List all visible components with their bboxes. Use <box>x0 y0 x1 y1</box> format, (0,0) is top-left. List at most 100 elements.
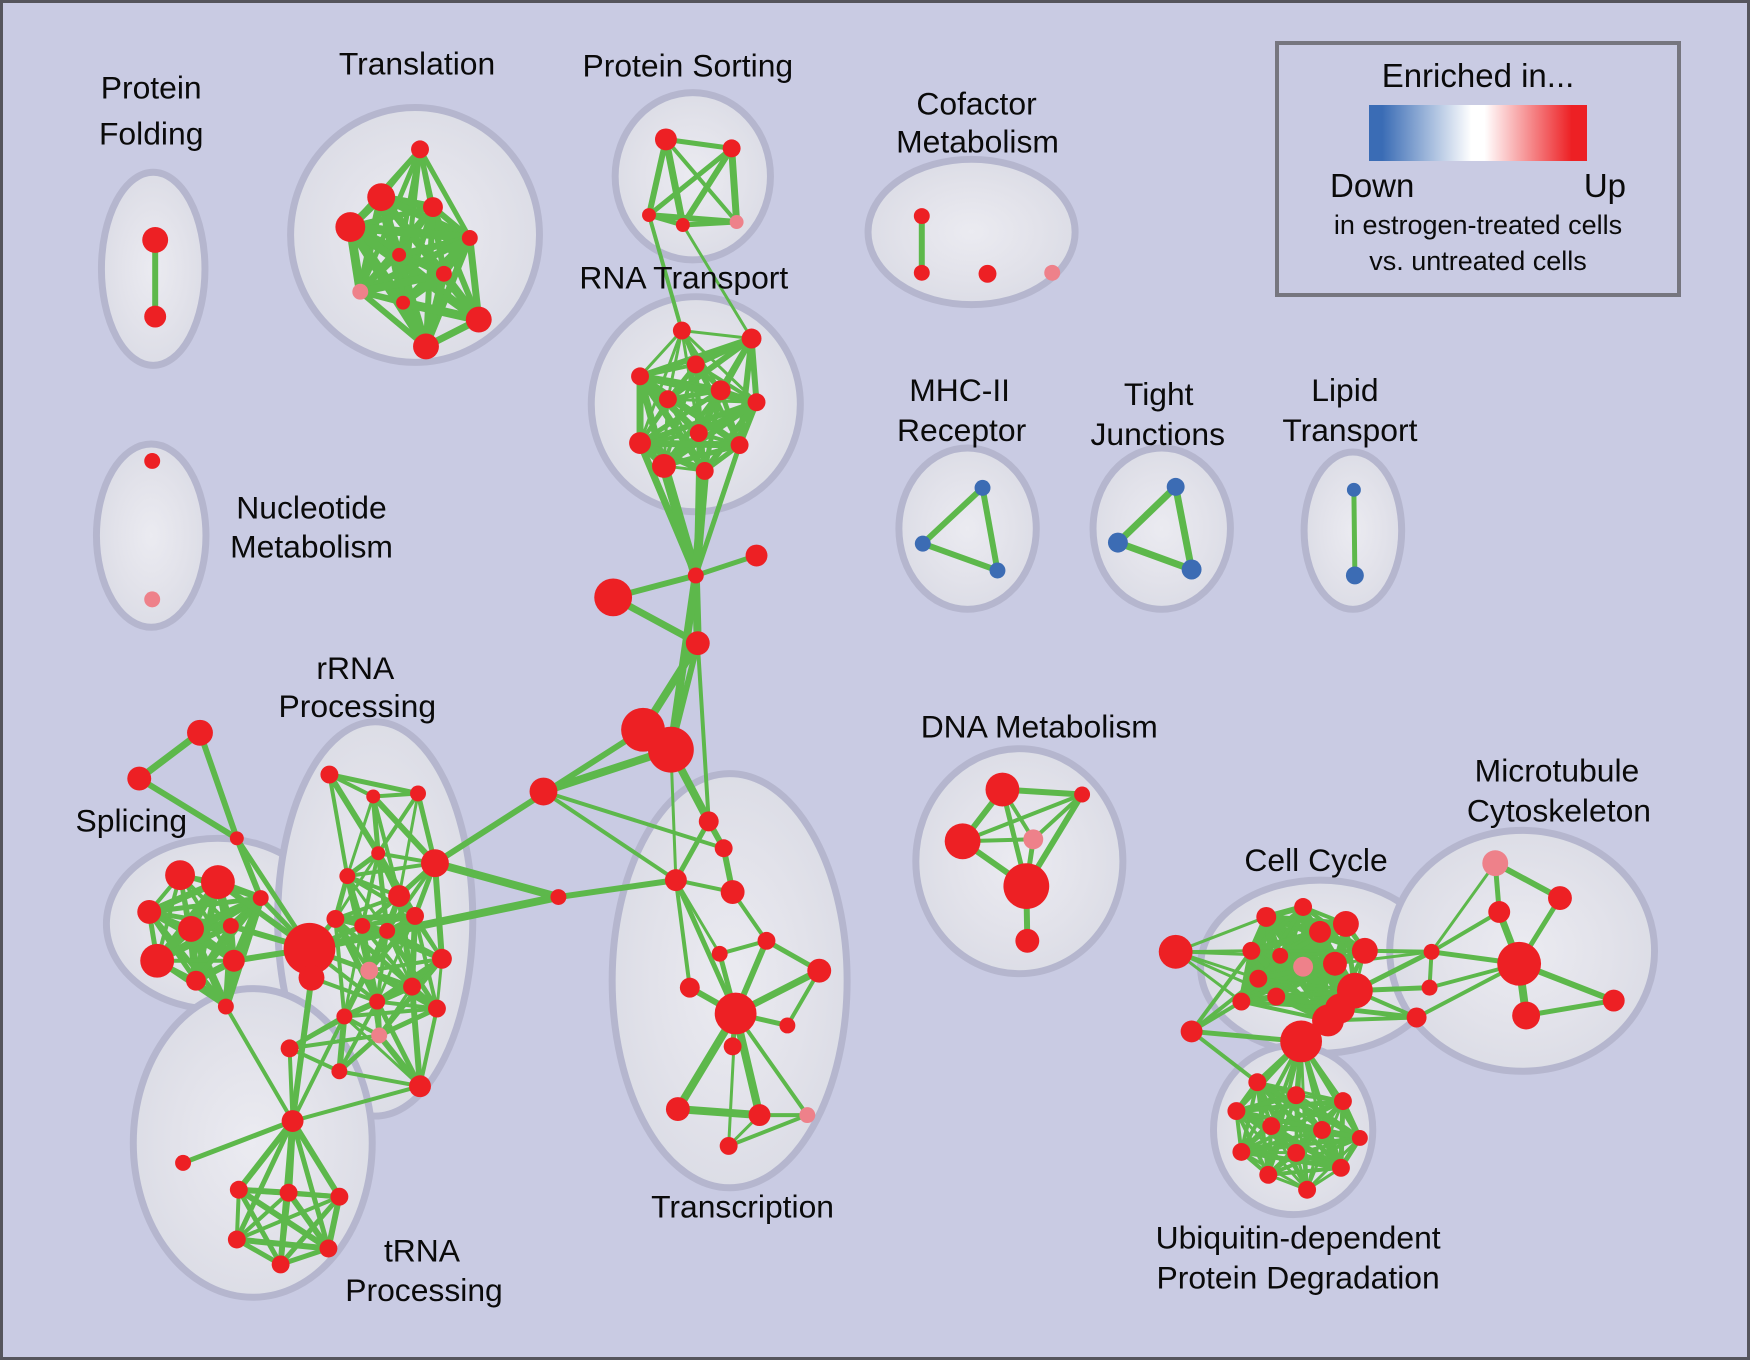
rna-transport-node-6[interactable] <box>747 393 766 412</box>
transcription-node-9[interactable] <box>779 1017 796 1034</box>
trna-processing-node-1[interactable] <box>279 1183 298 1202</box>
trna-processing-node-5[interactable] <box>271 1255 290 1274</box>
ubiquitin-degradation-node-9[interactable] <box>1287 1143 1306 1162</box>
translation-node-0[interactable] <box>411 140 429 159</box>
translation-node-3[interactable] <box>335 212 366 242</box>
rrna-processing-node-20[interactable] <box>409 1075 431 1098</box>
rna-transport-node-8[interactable] <box>629 432 651 455</box>
cofactor-metabolism-node-3[interactable] <box>1044 264 1061 281</box>
rrna-processing-node-2[interactable] <box>410 785 426 802</box>
microtubule-cytoskeleton-node-8[interactable] <box>1602 989 1625 1012</box>
ubiquitin-degradation-node-10[interactable] <box>1331 1158 1350 1177</box>
ubiquitin-degradation-node-1[interactable] <box>1248 1073 1267 1092</box>
backbone-node-6[interactable] <box>529 777 558 806</box>
rrna-processing-node-0[interactable] <box>320 765 339 784</box>
hub-splice-node-0[interactable] <box>283 922 336 975</box>
trna-processing-node-0[interactable] <box>229 1180 248 1199</box>
trna-processing-node-4[interactable] <box>319 1239 338 1258</box>
splicing-node-5[interactable] <box>140 943 175 978</box>
cell-cycle-node-8[interactable] <box>1293 956 1314 977</box>
cofactor-metabolism-node-0[interactable] <box>913 208 930 225</box>
cell-cycle-node-5[interactable] <box>1351 937 1378 964</box>
splicing-node-4[interactable] <box>222 917 239 934</box>
splicing-node-3[interactable] <box>178 915 204 942</box>
rrna-processing-node-3[interactable] <box>371 846 386 861</box>
ubiquitin-degradation-node-12[interactable] <box>1298 1180 1317 1199</box>
rrna-processing-node-1[interactable] <box>366 789 381 804</box>
splicing-satellite-node-1[interactable] <box>127 766 152 791</box>
translation-node-8[interactable] <box>396 295 411 310</box>
rrna-processing-node-4[interactable] <box>421 849 449 878</box>
dna-metabolism-node-3[interactable] <box>1023 829 1044 850</box>
splicing-node-0[interactable] <box>165 860 196 891</box>
trna-processing-node-2[interactable] <box>330 1187 349 1206</box>
backbone-node-3[interactable] <box>685 631 710 656</box>
translation-node-4[interactable] <box>461 229 478 246</box>
transcription-node-1[interactable] <box>714 839 733 858</box>
mhc-receptor-node-2[interactable] <box>989 562 1006 579</box>
microtubule-cytoskeleton-node-0[interactable] <box>1482 850 1509 877</box>
cell-cycle-node-15[interactable] <box>1312 1004 1344 1037</box>
rrna-processing-node-11[interactable] <box>431 948 452 969</box>
protein-sorting-node-0[interactable] <box>654 128 677 151</box>
transcription-node-2[interactable] <box>664 869 687 892</box>
rrna-processing-node-17[interactable] <box>371 1027 388 1044</box>
cell-cycle-node-3[interactable] <box>1309 920 1331 943</box>
rrna-processing-node-18[interactable] <box>280 1039 299 1058</box>
cell-cycle-node-0[interactable] <box>1158 934 1193 969</box>
splicing-node-2[interactable] <box>137 900 162 924</box>
protein-folding-node-0[interactable] <box>142 227 169 253</box>
ubiquitin-degradation-node-4[interactable] <box>1227 1102 1246 1121</box>
transcription-node-11[interactable] <box>665 1097 690 1122</box>
mhc-receptor-node-0[interactable] <box>974 479 991 496</box>
ubiquitin-degradation-node-8[interactable] <box>1232 1142 1251 1161</box>
tight-junctions-node-0[interactable] <box>1166 477 1185 496</box>
nucleotide-metabolism-node-0[interactable] <box>144 453 161 469</box>
microtubule-cytoskeleton-node-2[interactable] <box>1488 901 1511 923</box>
cell-cycle-node-11[interactable] <box>1267 987 1286 1006</box>
dna-metabolism-node-5[interactable] <box>1015 928 1040 953</box>
transcription-node-8[interactable] <box>714 992 757 1035</box>
rrna-processing-node-9[interactable] <box>379 922 396 939</box>
protein-sorting-node-3[interactable] <box>675 218 690 232</box>
protein-folding-node-1[interactable] <box>144 305 167 328</box>
ubiquitin-degradation-node-11[interactable] <box>1259 1165 1278 1184</box>
transcription-node-14[interactable] <box>719 1136 738 1155</box>
splicing-node-1[interactable] <box>200 865 235 900</box>
cell-cycle-node-1[interactable] <box>1256 906 1277 927</box>
transcription-node-10[interactable] <box>723 1037 742 1056</box>
protein-sorting-node-4[interactable] <box>729 215 744 229</box>
rna-transport-node-4[interactable] <box>710 380 731 401</box>
rna-transport-node-3[interactable] <box>631 367 650 386</box>
transcription-node-7[interactable] <box>807 958 832 983</box>
transcription-node-6[interactable] <box>679 977 700 998</box>
rrna-processing-node-15[interactable] <box>427 999 446 1018</box>
ubiquitin-degradation-node-2[interactable] <box>1287 1086 1306 1105</box>
trna-hub-node-1[interactable] <box>175 1154 192 1171</box>
cell-cycle-node-4[interactable] <box>1332 910 1359 937</box>
tight-junctions-node-2[interactable] <box>1181 559 1202 580</box>
mhc-receptor-node-1[interactable] <box>914 535 931 552</box>
microtubule-cytoskeleton-node-4[interactable] <box>1423 943 1440 960</box>
transcription-node-12[interactable] <box>748 1104 771 1127</box>
splicing-node-9[interactable] <box>217 998 234 1015</box>
rrna-processing-node-7[interactable] <box>326 909 345 928</box>
rrna-processing-node-16[interactable] <box>336 1008 353 1025</box>
ubiquitin-degradation-node-0[interactable] <box>1280 1020 1323 1063</box>
rrna-processing-node-6[interactable] <box>388 885 411 907</box>
rrna-processing-node-19[interactable] <box>331 1063 348 1080</box>
translation-node-9[interactable] <box>465 306 492 333</box>
cell-cycle-node-10[interactable] <box>1249 969 1268 988</box>
lipid-transport-node-1[interactable] <box>1345 566 1364 585</box>
splicing-node-7[interactable] <box>186 970 206 991</box>
splicing-satellite-node-2[interactable] <box>229 831 244 846</box>
rrna-processing-node-5[interactable] <box>339 868 356 885</box>
microtubule-cytoskeleton-node-6[interactable] <box>1406 1007 1427 1028</box>
dna-metabolism-node-0[interactable] <box>985 772 1020 807</box>
translation-node-7[interactable] <box>352 283 369 300</box>
backbone-node-2[interactable] <box>594 578 633 617</box>
microtubule-cytoskeleton-node-5[interactable] <box>1421 979 1438 996</box>
cell-cycle-node-7[interactable] <box>1272 947 1289 964</box>
cell-cycle-node-6[interactable] <box>1242 941 1261 960</box>
rrna-processing-node-12[interactable] <box>360 961 379 980</box>
